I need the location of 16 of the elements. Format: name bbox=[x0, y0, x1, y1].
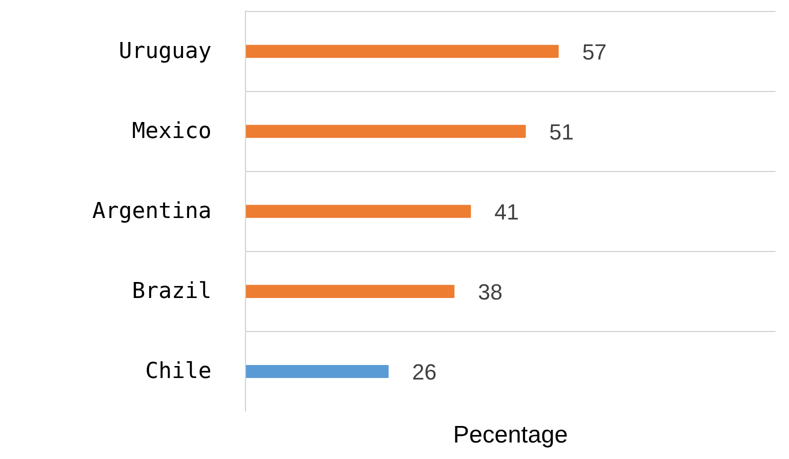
bar bbox=[246, 364, 389, 378]
data-label: 57 bbox=[582, 39, 607, 64]
data-label: 38 bbox=[478, 279, 502, 304]
y-tick-label: Brazil bbox=[132, 278, 212, 304]
bar bbox=[246, 44, 559, 58]
bar bbox=[246, 204, 471, 218]
y-tick-label: Argentina bbox=[92, 198, 212, 224]
y-tick-label: Chile bbox=[145, 358, 212, 384]
y-tick-label: Mexico bbox=[132, 118, 212, 144]
bar bbox=[246, 124, 526, 138]
y-tick-label: Uruguay bbox=[118, 38, 212, 64]
x-axis-title: Pecentage bbox=[453, 422, 568, 448]
bar bbox=[246, 284, 454, 298]
data-label: 41 bbox=[494, 199, 519, 224]
data-label: 51 bbox=[549, 119, 574, 144]
data-label: 26 bbox=[412, 359, 437, 384]
